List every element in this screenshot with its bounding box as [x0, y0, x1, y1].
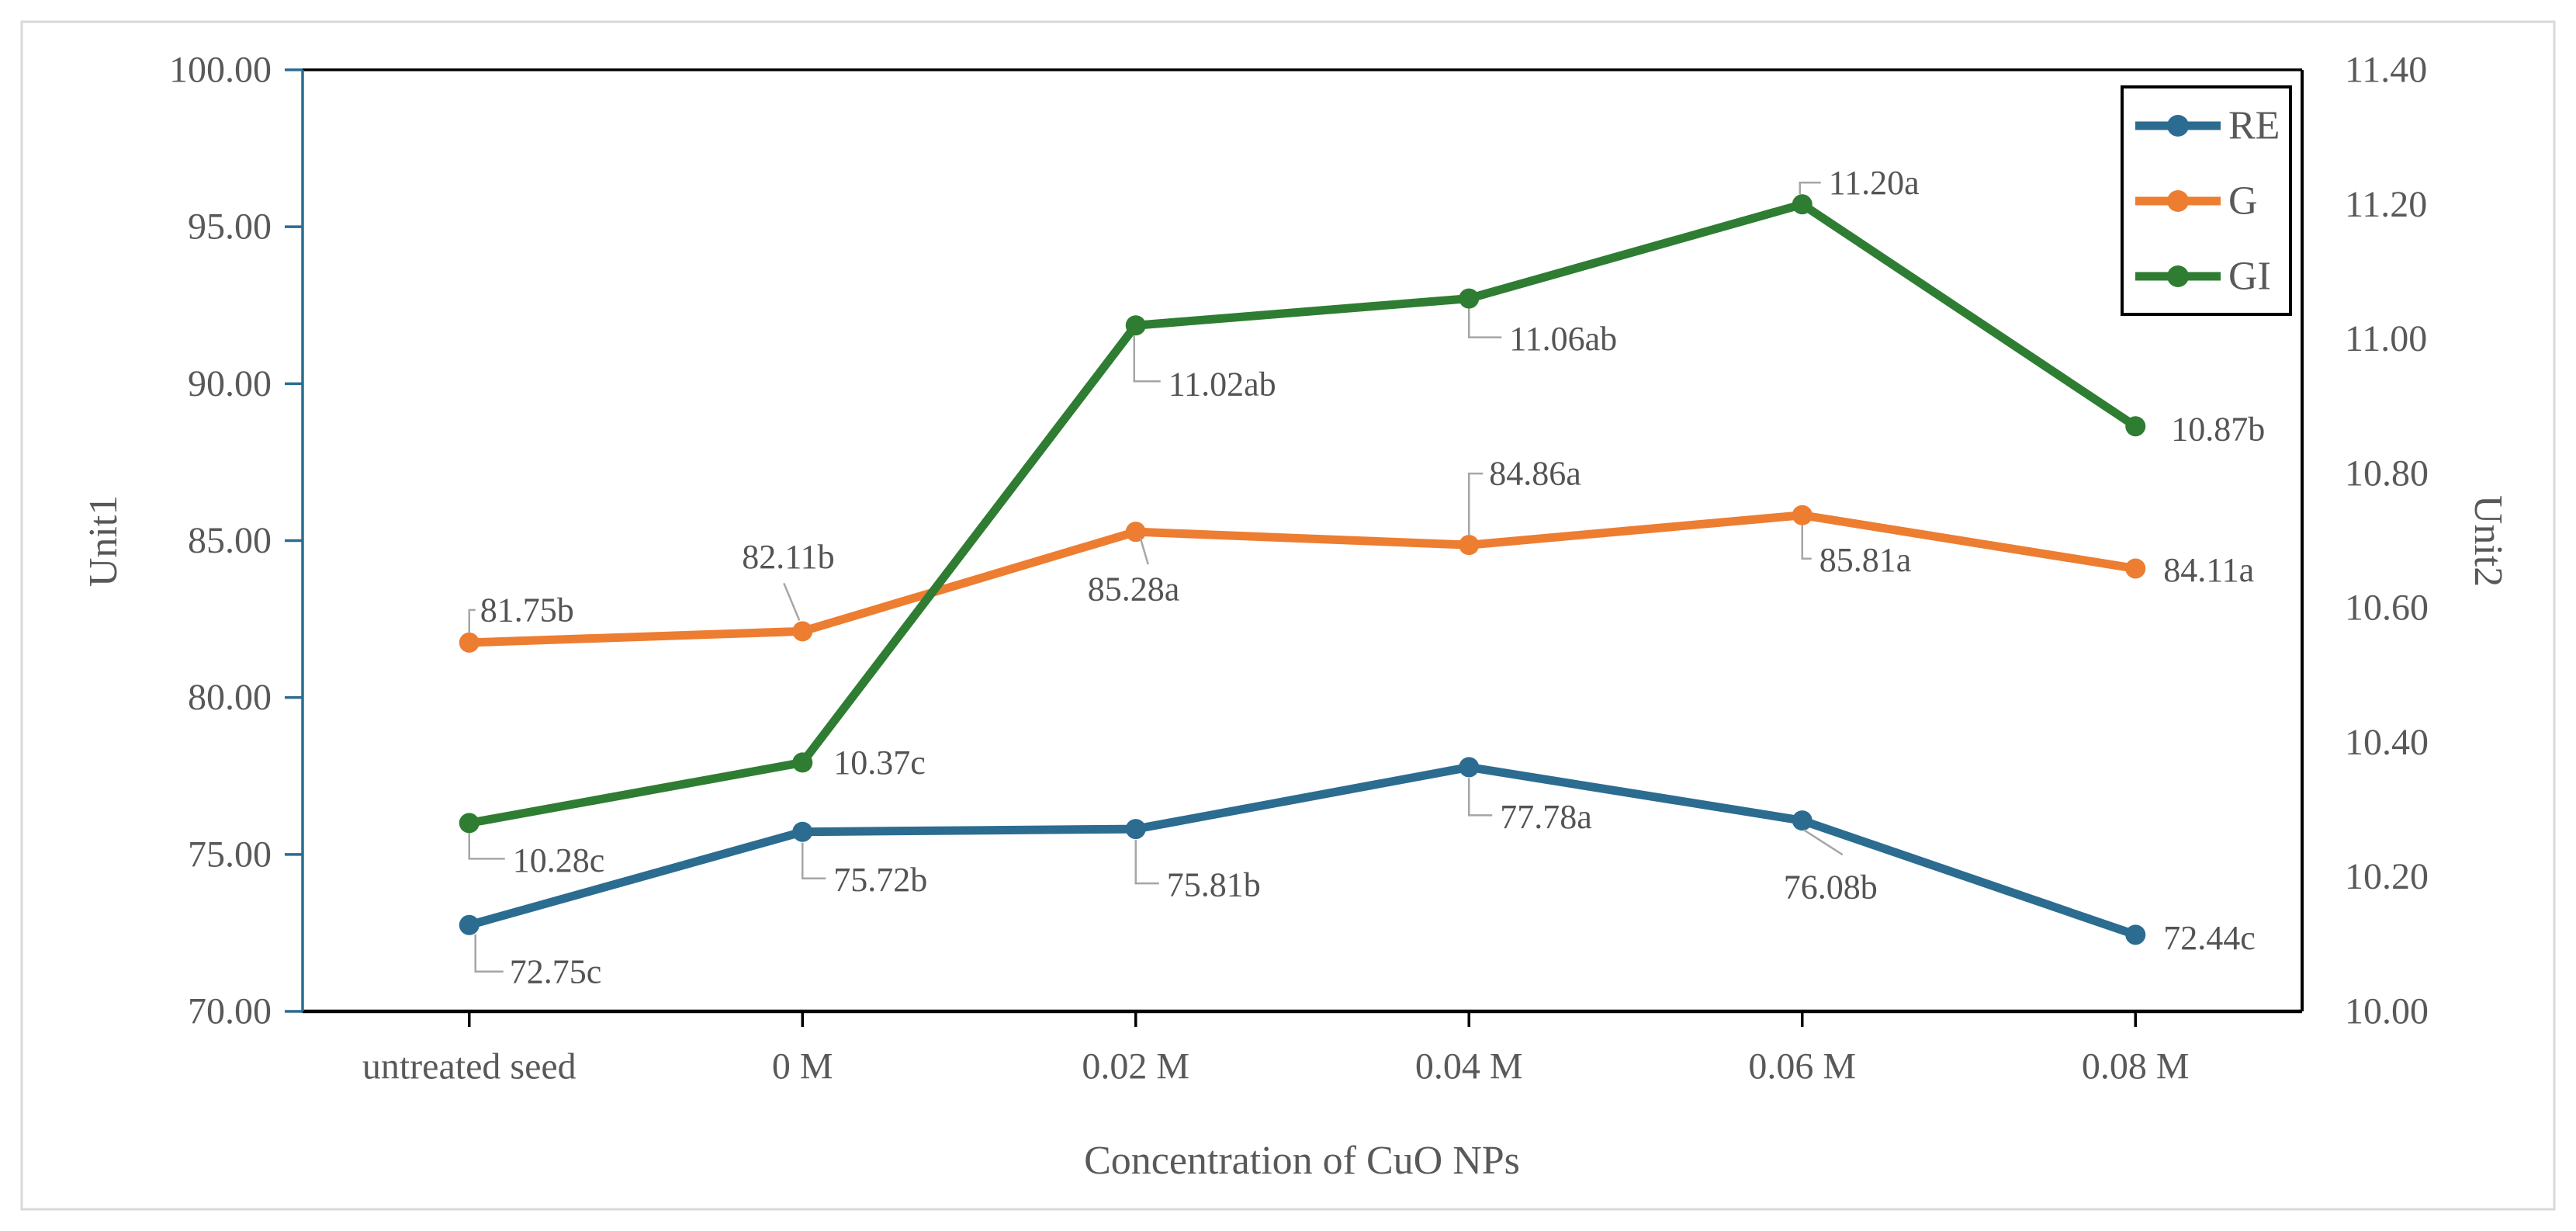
left-axis-tick-label: 85.00	[188, 520, 272, 561]
data-label-leader	[1803, 829, 1844, 856]
x-category-label: untreated seed	[362, 1046, 576, 1087]
data-label-leader	[468, 609, 476, 633]
series-marker-RE	[459, 914, 480, 935]
series-RE	[459, 757, 2146, 945]
series-line-G	[465, 511, 2140, 647]
legend-layer: RE G GI	[2121, 85, 2292, 316]
data-label-RE: 72.75c	[510, 952, 602, 990]
series-marker-G	[1459, 535, 1480, 556]
legend-label: RE	[2228, 104, 2280, 148]
x-category-label: 0.04 M	[1415, 1046, 1523, 1087]
data-label-leader	[1801, 525, 1812, 560]
data-label-leader	[1134, 840, 1159, 885]
series-line-GI	[465, 199, 2140, 827]
series-marker-G	[1125, 522, 1146, 543]
series-marker-GI	[792, 752, 813, 773]
right-axis-tick-label: 10.80	[2345, 453, 2429, 494]
data-label-leader	[1799, 182, 1821, 195]
right-axis-title: Unit2	[2466, 495, 2510, 587]
axes-layer	[285, 68, 2304, 1027]
x-category-label: 0 M	[772, 1046, 833, 1087]
series-line-RE	[465, 762, 2140, 939]
left-axis-tick-label: 100.00	[169, 50, 272, 91]
series-marker-RE	[1792, 810, 1813, 831]
data-label-leader	[802, 842, 826, 879]
data-label-leader	[474, 934, 504, 973]
x-category-label: 0.02 M	[1082, 1046, 1189, 1087]
series-marker-G	[792, 621, 813, 642]
legend-marker	[2167, 190, 2189, 212]
data-label-G: 81.75b	[480, 591, 574, 629]
data-label-G: 82.11b	[742, 538, 834, 576]
series-G	[459, 505, 2146, 653]
right-axis-tick-label: 11.40	[2345, 50, 2427, 91]
data-label-GI: 10.37c	[833, 744, 926, 782]
data-label-leader	[783, 582, 801, 621]
data-label-RE: 75.81b	[1167, 866, 1261, 904]
legend-marker	[2167, 115, 2189, 137]
legend-label: GI	[2228, 255, 2271, 299]
left-axis-tick-label: 70.00	[188, 991, 272, 1032]
legend-entry-GI: GI	[2135, 255, 2271, 299]
data-label-G: 85.81a	[1819, 541, 1912, 579]
x-axis-title: Concentration of CuO NPs	[1084, 1139, 1520, 1183]
left-axis-tick-label: 80.00	[188, 677, 272, 718]
series-layer	[459, 194, 2146, 945]
data-labels-layer: 72.75c 75.72b 75.81b 77.78a 76.08b 72.44c 81.7…	[468, 164, 2265, 990]
data-label-leader	[1133, 335, 1161, 383]
series-marker-G	[1792, 505, 1813, 525]
legend-entry-G: G	[2135, 179, 2258, 224]
series-marker-GI	[1792, 194, 1813, 215]
data-label-RE: 77.78a	[1500, 798, 1592, 836]
series-GI	[459, 194, 2146, 834]
series-marker-RE	[1459, 757, 1480, 778]
series-marker-GI	[1125, 315, 1146, 336]
right-axis-tick-label: 11.20	[2345, 184, 2427, 225]
data-label-leader	[468, 833, 505, 860]
left-axis-title: Unit1	[81, 495, 126, 587]
series-marker-G	[459, 632, 480, 653]
data-label-G: 84.86a	[1489, 455, 1581, 493]
data-label-G: 85.28a	[1088, 570, 1180, 609]
data-label-GI: 10.87b	[2171, 411, 2265, 449]
series-marker-GI	[459, 813, 480, 834]
legend-label: G	[2228, 179, 2258, 224]
series-marker-GI	[1459, 288, 1480, 309]
data-label-leader	[1468, 778, 1493, 817]
data-label-leader	[1139, 537, 1149, 565]
series-marker-RE	[2125, 924, 2146, 945]
data-label-RE: 75.72b	[833, 861, 927, 899]
data-label-GI: 11.02ab	[1169, 366, 1276, 404]
series-marker-RE	[1125, 819, 1146, 840]
left-axis-tick-label: 90.00	[188, 363, 272, 404]
x-category-label: 0.06 M	[1748, 1046, 1856, 1087]
data-label-RE: 76.08b	[1784, 869, 1878, 907]
left-axis-tick-label: 95.00	[188, 206, 272, 248]
legend-marker	[2167, 265, 2189, 287]
data-label-G: 84.11a	[2163, 551, 2254, 589]
right-axis-tick-label: 10.20	[2345, 856, 2429, 897]
data-label-leader	[1468, 308, 1502, 338]
tick-labels-layer: 100.00 95.00 90.00 85.00 80.00 75.00 70.00 11.4…	[169, 50, 2429, 1087]
data-label-GI: 11.20a	[1829, 164, 1920, 202]
legend-entry-RE: RE	[2135, 104, 2280, 148]
series-marker-RE	[792, 821, 813, 842]
right-axis-tick-label: 11.00	[2345, 318, 2427, 359]
x-category-label: 0.08 M	[2082, 1046, 2190, 1087]
data-label-GI: 10.28c	[513, 841, 605, 879]
series-marker-G	[2125, 558, 2146, 579]
data-label-GI: 11.06ab	[1509, 320, 1617, 358]
series-marker-GI	[2125, 416, 2146, 437]
right-axis-tick-label: 10.00	[2345, 991, 2429, 1032]
data-label-leader	[1468, 472, 1484, 536]
data-label-RE: 72.44c	[2163, 919, 2256, 957]
right-axis-tick-label: 10.40	[2345, 722, 2429, 763]
left-axis-tick-label: 75.00	[188, 834, 272, 875]
right-axis-tick-label: 10.60	[2345, 588, 2429, 629]
